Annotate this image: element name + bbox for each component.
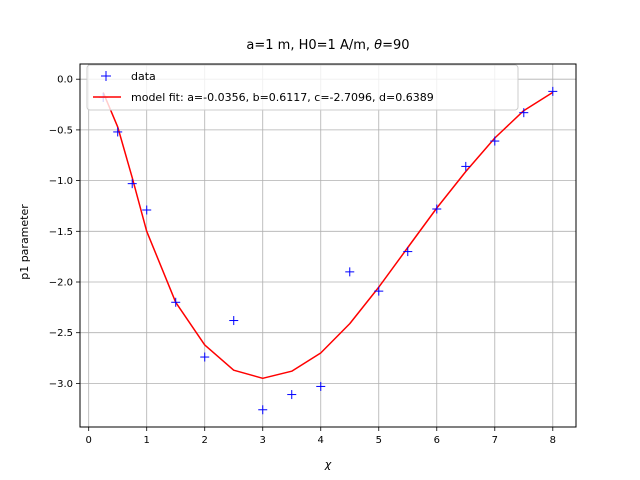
data-point	[127, 179, 137, 189]
x-axis-label: χ	[324, 458, 332, 471]
legend-label-model-fit: model fit: a=-0.0356, b=0.6117, c=-2.709…	[131, 91, 434, 104]
legend-label-data: data	[131, 70, 156, 83]
chart-title: a=1 m, H0=1 A/m, θ=90	[246, 38, 409, 53]
data-point	[171, 297, 181, 307]
x-tick-label: 4	[318, 435, 324, 446]
data-point	[403, 247, 413, 257]
data-point	[258, 405, 268, 415]
y-tick-label: −2.0	[49, 278, 73, 289]
x-tick-label: 8	[550, 435, 556, 446]
ticks: 0 1 2 3 4 5 6 7 8 0.0 −0.5 −1.0 −1.5 −2.0 −2.5 −3.0	[49, 75, 556, 446]
data-point	[200, 352, 210, 362]
data-point	[142, 205, 152, 215]
x-tick-label: 0	[86, 435, 92, 446]
x-tick-label: 3	[260, 435, 266, 446]
legend-marker-data	[101, 71, 111, 81]
data-point	[287, 390, 297, 400]
data-point	[316, 381, 326, 391]
x-tick-label: 7	[492, 435, 498, 446]
y-tick-label: −1.0	[49, 176, 73, 187]
data-point	[374, 286, 384, 296]
plot-area	[98, 86, 558, 415]
y-tick-label: −0.5	[49, 125, 73, 136]
data-point	[490, 136, 500, 146]
x-tick-label: 2	[202, 435, 208, 446]
x-tick-label: 1	[144, 435, 150, 446]
y-tick-label: −3.0	[49, 379, 73, 390]
y-tick-label: −2.5	[49, 328, 73, 339]
data-point	[345, 267, 355, 277]
data-point	[548, 86, 558, 96]
legend: data model fit: a=-0.0356, b=0.6117, c=-…	[86, 64, 519, 111]
data-point	[113, 127, 123, 137]
y-tick-label: −1.5	[49, 227, 73, 238]
y-axis-label: p1 parameter	[18, 204, 31, 280]
data-point	[229, 316, 239, 326]
x-tick-label: 5	[376, 435, 382, 446]
data-point	[432, 204, 442, 214]
data-point	[461, 161, 471, 171]
y-tick-label: 0.0	[57, 75, 73, 86]
model-fit-line	[102, 91, 554, 380]
data-point	[519, 108, 529, 118]
axes-frame	[79, 63, 577, 428]
x-tick-label: 6	[434, 435, 440, 446]
legend-box	[86, 64, 519, 111]
